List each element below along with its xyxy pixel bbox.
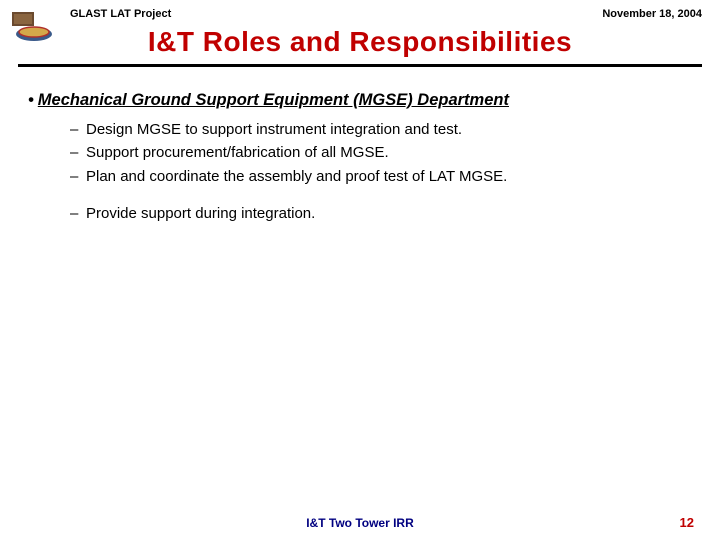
list-item: Design MGSE to support instrument integr…: [70, 120, 692, 140]
section-heading: Mechanical Ground Support Equipment (MGS…: [28, 91, 692, 110]
list-item: Plan and coordinate the assembly and pro…: [70, 167, 692, 187]
date-label: November 18, 2004: [602, 8, 702, 20]
glast-logo-icon: [10, 10, 56, 44]
slide-content: Mechanical Ground Support Equipment (MGS…: [0, 67, 720, 224]
page-number: 12: [680, 515, 694, 530]
bullet-list-1: Design MGSE to support instrument integr…: [28, 120, 692, 187]
slide-title: I&T Roles and Responsibilities: [0, 26, 720, 58]
list-item: Support procurement/fabrication of all M…: [70, 143, 692, 163]
list-item: Provide support during integration.: [70, 204, 692, 224]
footer-center-label: I&T Two Tower IRR: [306, 516, 414, 530]
slide-header: GLAST LAT Project November 18, 2004: [0, 0, 720, 20]
project-label: GLAST LAT Project: [70, 8, 171, 20]
slide-footer: I&T Two Tower IRR 12: [0, 515, 720, 530]
bullet-list-2: Provide support during integration.: [28, 204, 692, 224]
